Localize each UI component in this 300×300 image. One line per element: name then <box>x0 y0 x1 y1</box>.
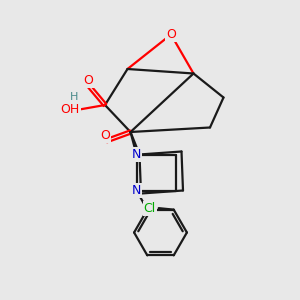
Text: N: N <box>132 184 141 197</box>
Text: H: H <box>70 92 79 102</box>
Text: O: O <box>166 28 176 41</box>
Text: Cl: Cl <box>144 202 156 214</box>
Text: O: O <box>100 129 110 142</box>
Text: OH: OH <box>61 103 80 116</box>
Text: O: O <box>84 74 94 88</box>
Text: N: N <box>132 148 141 161</box>
